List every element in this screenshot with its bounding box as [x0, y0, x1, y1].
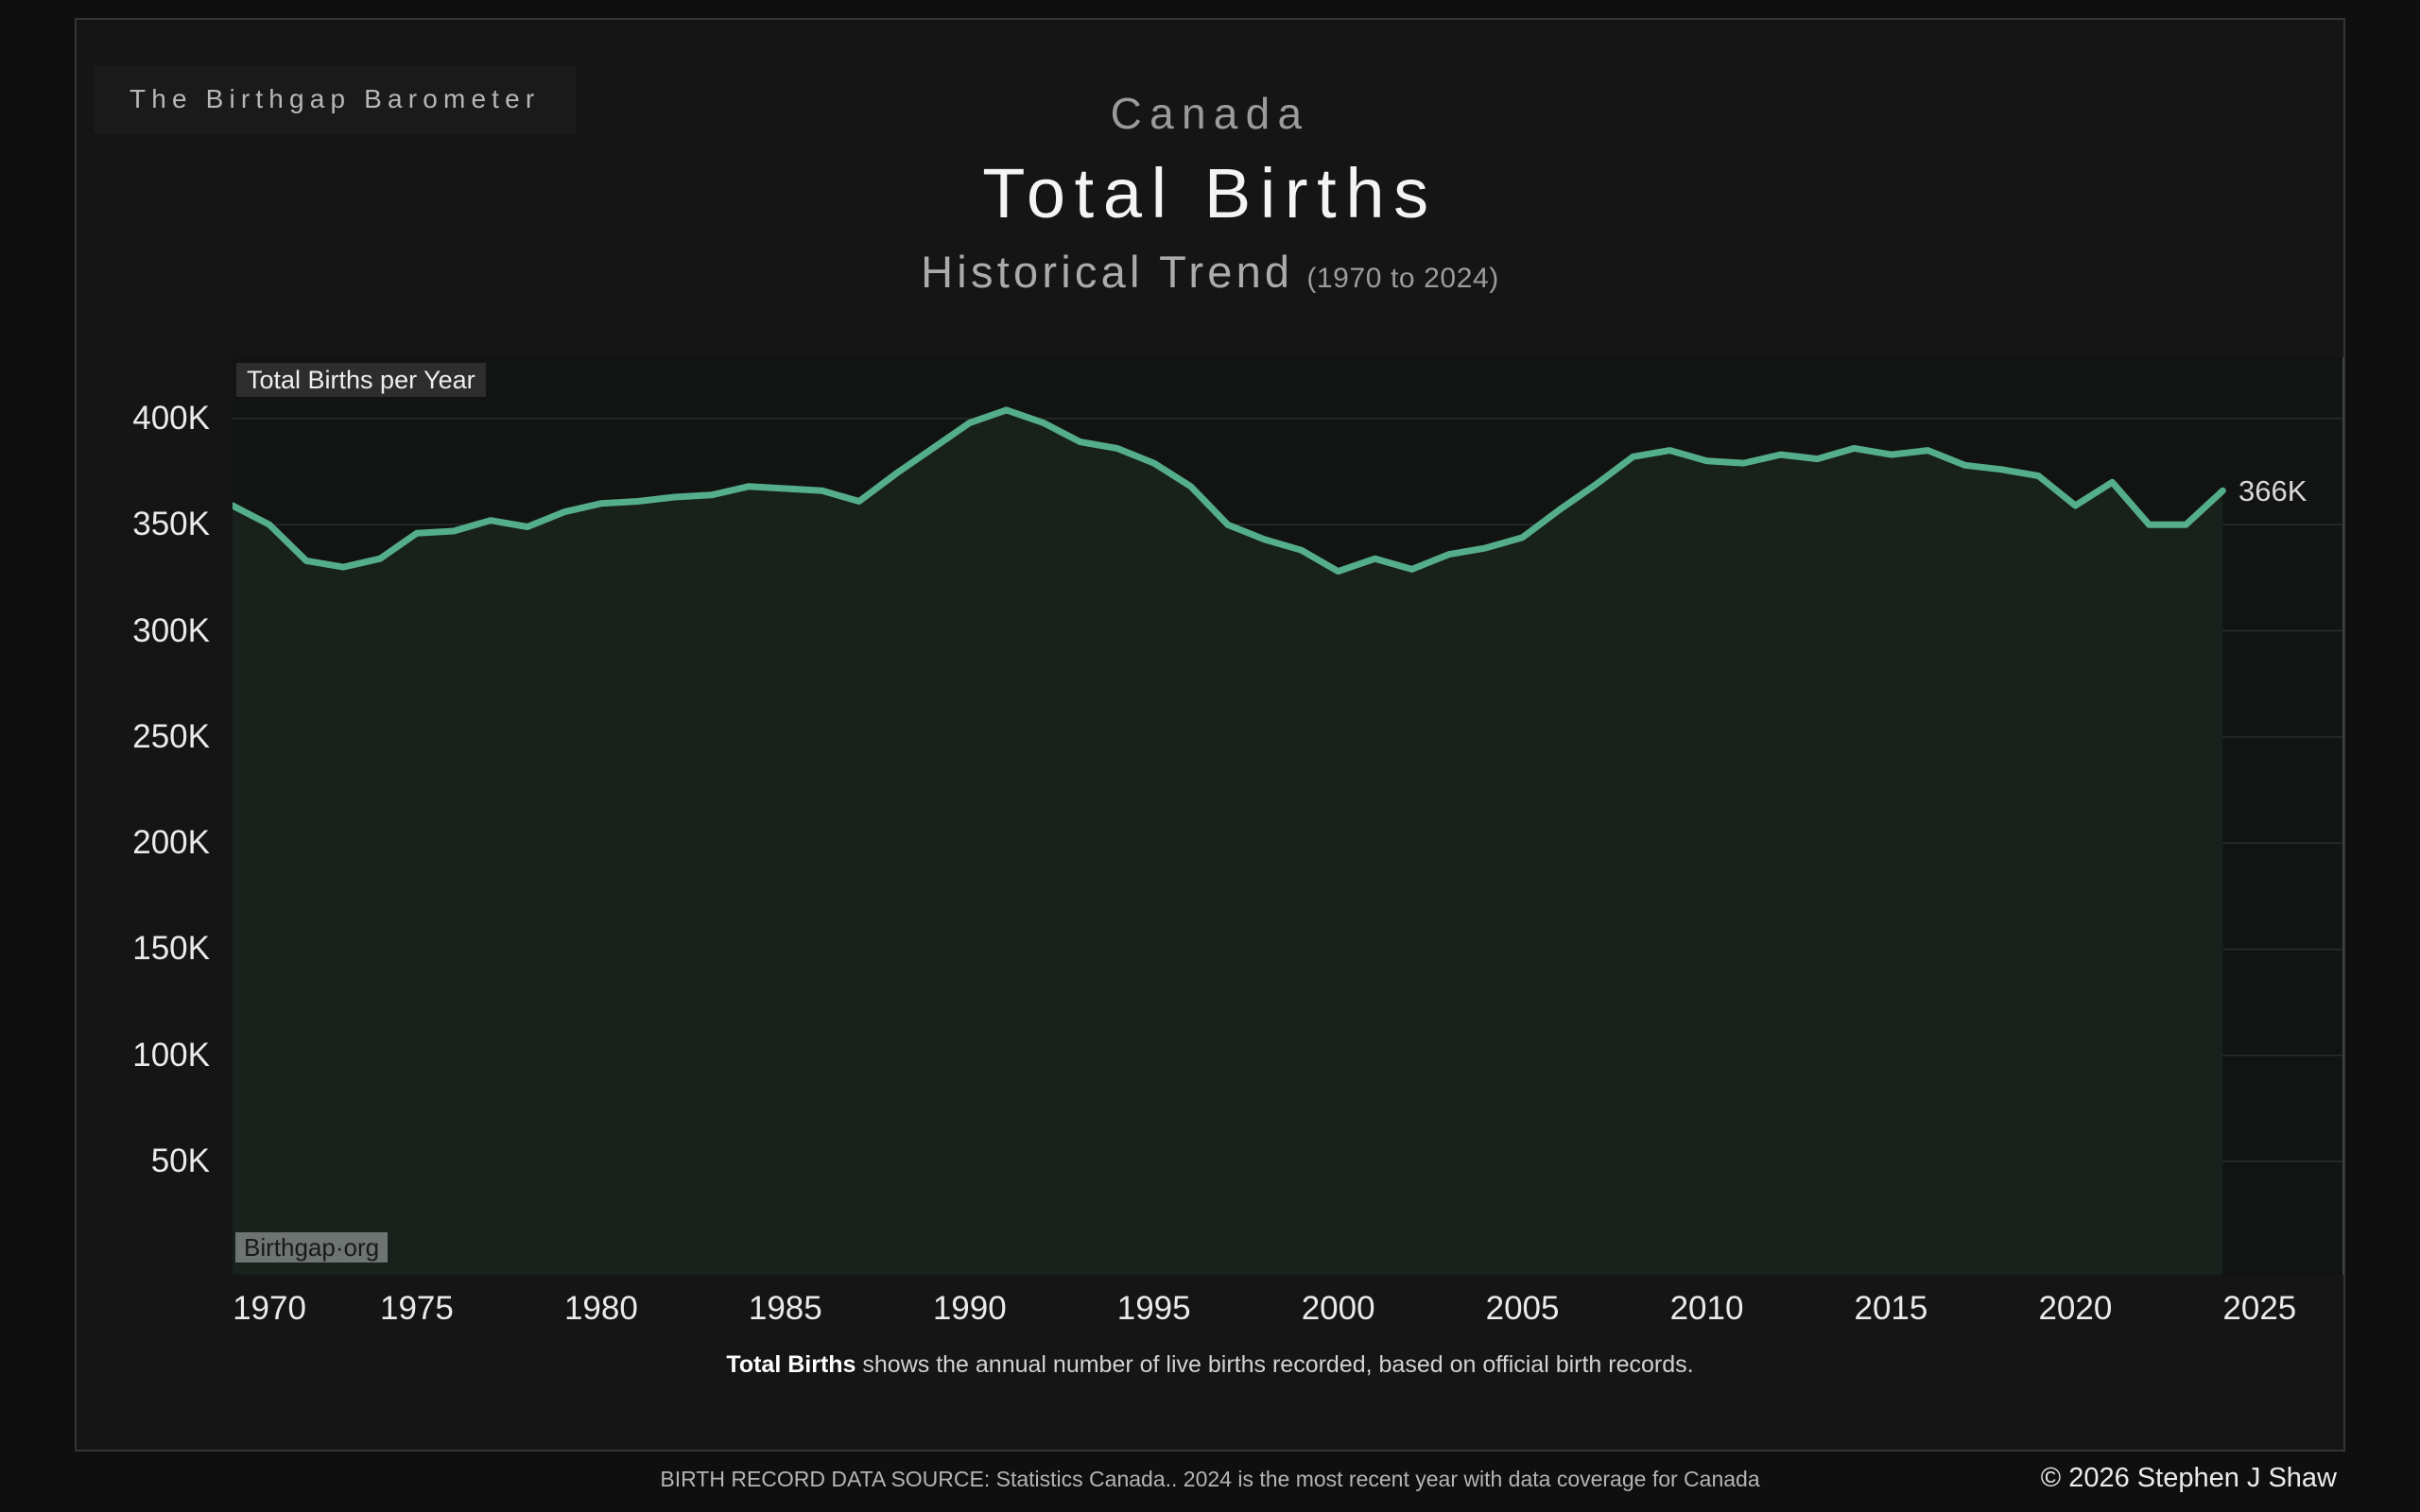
- x-axis: 1970 1975 1980 1985 1990 1995 2000 2005 2010 2015…: [233, 1285, 2344, 1334]
- x-tick-label: 2005: [1485, 1290, 1560, 1327]
- subtitle: Historical Trend (1970 to 2024): [0, 246, 2420, 298]
- area-fill: [233, 409, 2223, 1275]
- country-title: Canada: [1110, 89, 1310, 138]
- y-tick-label: 400K: [132, 399, 210, 437]
- chart-caption: Total Births shows the annual number of …: [0, 1351, 2420, 1379]
- brand-badge: The Birthgap Barometer: [94, 65, 577, 133]
- subtitle-range: (1970 to 2024): [1306, 263, 1499, 294]
- caption-term: Total Births: [726, 1351, 856, 1378]
- x-tick-label: 1985: [748, 1290, 822, 1327]
- x-tick-label: 1980: [563, 1290, 638, 1327]
- y-tick-label: 200K: [132, 824, 210, 862]
- x-tick-label: 2010: [1669, 1290, 1744, 1327]
- x-tick-label: 2000: [1301, 1290, 1375, 1327]
- x-tick-label: 2025: [2222, 1290, 2297, 1327]
- x-tick-label: 1990: [932, 1290, 1007, 1327]
- trend-line: [233, 406, 2226, 576]
- y-axis: 400K 350K 300K 250K 200K 150K 100K 50K: [85, 357, 221, 1275]
- y-tick-label: 150K: [132, 930, 210, 968]
- x-tick-label: 1995: [1116, 1290, 1191, 1327]
- footer-bar: BIRTH RECORD DATA SOURCE: Statistics Can…: [0, 1455, 2420, 1512]
- y-tick-label: 250K: [132, 717, 210, 755]
- x-tick-label: 1970: [233, 1290, 306, 1327]
- births-line-chart: [233, 357, 2344, 1275]
- copyright: © 2026 Stephen J Shaw: [2040, 1463, 2337, 1493]
- x-tick-label: 1975: [380, 1290, 454, 1327]
- subtitle-text: Historical Trend: [921, 247, 1294, 297]
- series-label-badge: Total Births per Year: [236, 363, 486, 397]
- brand-label: The Birthgap Barometer: [130, 84, 541, 113]
- x-tick-label: 2020: [2038, 1290, 2113, 1327]
- caption-text: shows the annual number of live births r…: [856, 1351, 1694, 1378]
- x-tick-label: 2015: [1854, 1290, 1928, 1327]
- last-value-label: 366K: [2238, 474, 2308, 507]
- data-source-note: BIRTH RECORD DATA SOURCE: Statistics Can…: [660, 1467, 1760, 1491]
- watermark-badge: Birthgap·org: [235, 1232, 389, 1263]
- y-tick-label: 50K: [150, 1143, 210, 1180]
- y-tick-label: 350K: [132, 506, 210, 543]
- y-tick-label: 100K: [132, 1036, 210, 1074]
- y-tick-label: 300K: [132, 611, 210, 649]
- page-title: Total Births: [982, 154, 1438, 232]
